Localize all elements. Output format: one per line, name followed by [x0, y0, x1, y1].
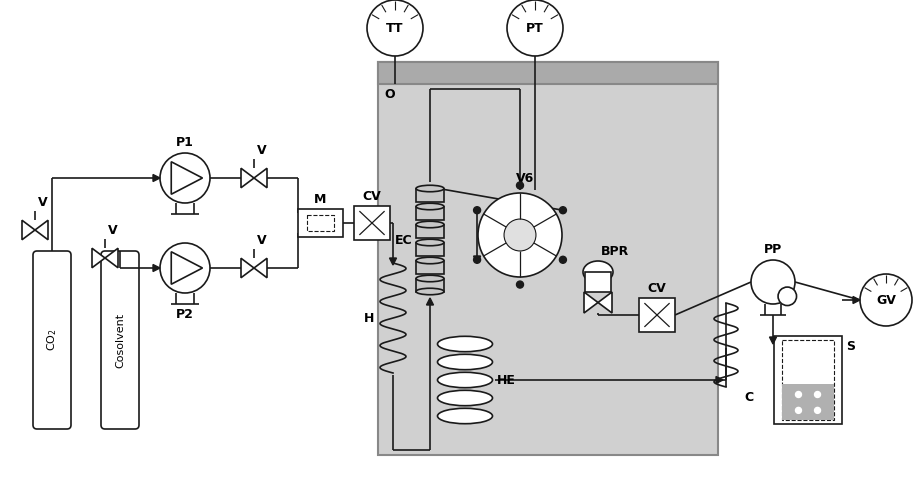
Polygon shape	[105, 248, 118, 268]
Text: HE: HE	[496, 374, 516, 387]
Circle shape	[160, 243, 210, 293]
Ellipse shape	[438, 408, 493, 424]
Ellipse shape	[583, 261, 613, 283]
Text: GV: GV	[876, 294, 896, 306]
Bar	[354, 206, 390, 240]
Text: P1: P1	[176, 136, 194, 149]
Text: CO$_2$: CO$_2$	[45, 329, 59, 351]
Polygon shape	[598, 292, 612, 313]
Polygon shape	[241, 258, 254, 278]
Text: Cosolvent: Cosolvent	[115, 312, 125, 368]
Polygon shape	[171, 252, 202, 284]
Ellipse shape	[438, 354, 493, 370]
Circle shape	[814, 392, 821, 397]
Circle shape	[507, 0, 563, 56]
Bar	[416, 279, 444, 292]
Text: V6: V6	[516, 172, 534, 185]
Text: PT: PT	[526, 21, 544, 35]
Circle shape	[860, 274, 912, 326]
Polygon shape	[241, 168, 254, 188]
Polygon shape	[716, 377, 723, 384]
Polygon shape	[474, 256, 481, 263]
Polygon shape	[254, 168, 267, 188]
Circle shape	[814, 407, 821, 413]
Bar	[416, 225, 444, 238]
Text: C: C	[744, 391, 753, 404]
Text: V: V	[38, 196, 48, 209]
Circle shape	[560, 256, 566, 263]
Ellipse shape	[416, 288, 444, 295]
FancyBboxPatch shape	[33, 251, 71, 429]
Bar	[585, 272, 611, 292]
Text: S: S	[846, 340, 855, 353]
Circle shape	[795, 407, 802, 413]
Bar	[378, 62, 718, 84]
Bar	[416, 206, 444, 219]
FancyBboxPatch shape	[101, 251, 139, 429]
Circle shape	[778, 287, 797, 305]
Ellipse shape	[438, 372, 493, 388]
Text: BPR: BPR	[601, 245, 629, 258]
Text: CV: CV	[363, 190, 381, 203]
Ellipse shape	[416, 257, 444, 264]
Text: H: H	[364, 311, 374, 325]
Polygon shape	[35, 220, 48, 240]
Text: EC: EC	[395, 234, 412, 247]
Bar	[298, 209, 343, 237]
Polygon shape	[584, 292, 598, 313]
Text: P2: P2	[176, 308, 194, 321]
Text: V: V	[257, 234, 267, 247]
Ellipse shape	[416, 239, 444, 246]
Polygon shape	[389, 258, 397, 265]
Ellipse shape	[416, 221, 444, 228]
Circle shape	[160, 153, 210, 203]
Bar	[639, 298, 675, 332]
Ellipse shape	[438, 390, 493, 406]
Bar	[378, 62, 718, 455]
Bar	[416, 189, 444, 201]
Circle shape	[474, 256, 481, 263]
Circle shape	[474, 207, 481, 214]
Bar	[782, 385, 834, 420]
Circle shape	[751, 260, 795, 304]
Bar	[782, 340, 834, 420]
Text: V: V	[108, 224, 117, 237]
Polygon shape	[853, 297, 860, 303]
Ellipse shape	[416, 203, 444, 210]
Polygon shape	[22, 220, 35, 240]
Circle shape	[795, 392, 802, 397]
Circle shape	[560, 207, 566, 214]
Circle shape	[367, 0, 423, 56]
Bar	[416, 243, 444, 255]
Ellipse shape	[416, 275, 444, 282]
Circle shape	[517, 182, 524, 189]
Text: V: V	[257, 144, 267, 157]
Text: CV: CV	[648, 282, 666, 295]
Bar	[307, 215, 333, 231]
Ellipse shape	[416, 185, 444, 192]
Polygon shape	[171, 162, 202, 194]
Bar	[416, 260, 444, 274]
Polygon shape	[254, 258, 267, 278]
Polygon shape	[153, 175, 160, 182]
Bar	[774, 336, 842, 424]
Polygon shape	[769, 337, 777, 344]
Polygon shape	[427, 298, 433, 305]
Polygon shape	[153, 264, 160, 271]
Text: M: M	[314, 193, 326, 206]
Ellipse shape	[438, 336, 493, 352]
Circle shape	[478, 193, 562, 277]
Circle shape	[504, 219, 536, 251]
Circle shape	[517, 281, 524, 288]
Text: PP: PP	[764, 243, 782, 256]
Text: O: O	[384, 88, 395, 100]
Polygon shape	[92, 248, 105, 268]
Text: TT: TT	[387, 21, 404, 35]
